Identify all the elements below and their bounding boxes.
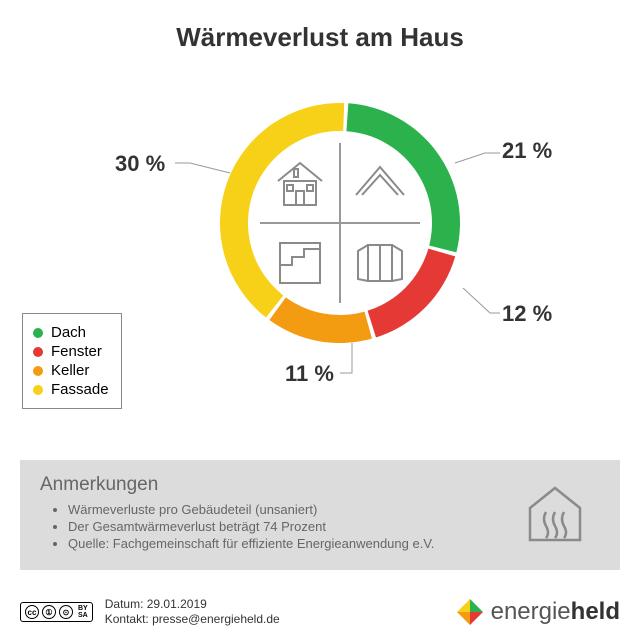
footer-meta: Datum: 29.01.2019 Kontakt: presse@energi… bbox=[105, 597, 280, 628]
facade-icon bbox=[260, 143, 340, 223]
slice-label-fassade: 30 % bbox=[115, 151, 165, 177]
brand-mark-icon bbox=[455, 597, 485, 627]
chart-area: 21 % 12 % 11 % 30 % bbox=[0, 53, 640, 433]
slice-label-fenster: 12 % bbox=[502, 301, 552, 327]
slice-label-keller: 11 % bbox=[285, 361, 334, 387]
notes-heading: Anmerkungen bbox=[40, 474, 600, 496]
heat-house-icon bbox=[520, 478, 590, 553]
brand-logo: energieheld bbox=[455, 597, 620, 627]
slice-label-dach: 21 % bbox=[502, 138, 552, 164]
notes-box: Anmerkungen Wärmeverluste pro Gebäudetei… bbox=[20, 460, 620, 570]
legend-label: Fassade bbox=[51, 381, 109, 398]
legend: Dach Fenster Keller Fassade bbox=[22, 313, 122, 409]
cc-license-badge: cc①⊙ BYSA bbox=[20, 602, 93, 622]
footer: cc①⊙ BYSA Datum: 29.01.2019 Kontakt: pre… bbox=[20, 597, 620, 628]
legend-dot bbox=[33, 385, 43, 395]
roof-icon bbox=[340, 143, 420, 223]
legend-item: Fassade bbox=[33, 381, 109, 398]
legend-dot bbox=[33, 328, 43, 338]
footer-contact: Kontakt: presse@energieheld.de bbox=[105, 612, 280, 628]
legend-label: Keller bbox=[51, 362, 89, 379]
legend-item: Dach bbox=[33, 324, 109, 341]
legend-dot bbox=[33, 366, 43, 376]
title-text: Wärmeverlust am Haus bbox=[176, 22, 464, 52]
cellar-icon bbox=[260, 223, 340, 303]
legend-item: Fenster bbox=[33, 343, 109, 360]
window-icon bbox=[340, 223, 420, 303]
center-icons bbox=[260, 143, 420, 303]
brand-text-light: energie bbox=[491, 598, 571, 626]
brand-text-bold: held bbox=[571, 598, 620, 626]
legend-dot bbox=[33, 347, 43, 357]
legend-item: Keller bbox=[33, 362, 109, 379]
legend-label: Dach bbox=[51, 324, 86, 341]
legend-label: Fenster bbox=[51, 343, 102, 360]
footer-date: Datum: 29.01.2019 bbox=[105, 597, 280, 613]
page-title: Wärmeverlust am Haus bbox=[0, 0, 640, 53]
